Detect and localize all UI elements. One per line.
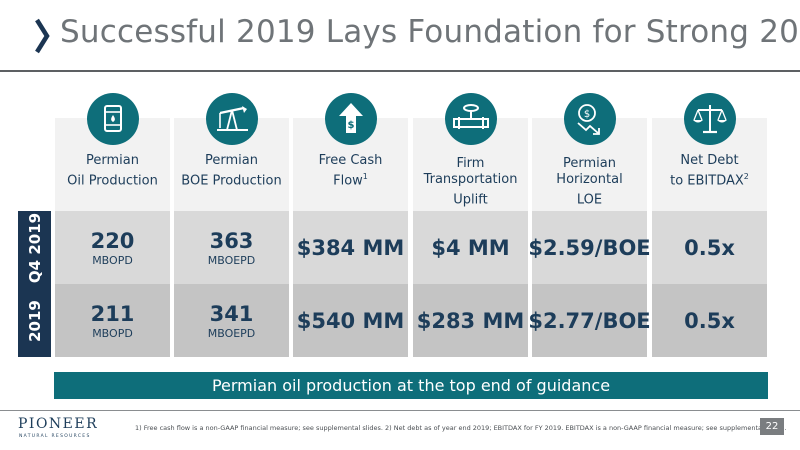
- metric-column-transportation-uplift: Firm Transportation Uplift $4 MM $283 MM: [413, 118, 528, 358]
- metric-column-free-cash-flow: Free Cash Flow1 $384 MM $540 MM: [293, 118, 408, 358]
- pumpjack-icon: [206, 93, 258, 145]
- metric-value: 0.5x: [684, 235, 735, 260]
- slide-title: Successful 2019 Lays Foundation for Stro…: [60, 14, 800, 50]
- row-label-q4-2019: Q4 2019: [18, 211, 51, 284]
- metric-unit: MBOPD: [92, 326, 133, 340]
- title-divider: [0, 70, 800, 72]
- metric-value: 211: [90, 301, 135, 326]
- metric-label: Permian Oil Production: [67, 153, 158, 189]
- svg-text:$: $: [584, 109, 590, 120]
- metric-label: Free Cash Flow1: [318, 153, 383, 189]
- footer-divider: [0, 410, 800, 411]
- metric-header: Firm Transportation Uplift: [413, 118, 528, 211]
- cash-arrow-up-icon: $: [325, 93, 377, 145]
- q4-2019-cell: 363 MBOEPD: [174, 211, 289, 284]
- metric-column-oil-production: Permian Oil Production 220 MBOPD 211 MBO…: [55, 118, 170, 358]
- logo-name: PIONEER: [18, 416, 99, 432]
- pipeline-valve-icon: [445, 93, 497, 145]
- metric-value: $283 MM: [416, 308, 525, 333]
- 2019-cell: $540 MM: [293, 284, 408, 357]
- balance-scale-icon: [684, 93, 736, 145]
- metric-value: $384 MM: [296, 235, 405, 260]
- q4-2019-cell: $4 MM: [413, 211, 528, 284]
- 2019-cell: 341 MBOEPD: [174, 284, 289, 357]
- 2019-cell: 211 MBOPD: [55, 284, 170, 357]
- dollar-down-arrow-icon: $: [564, 93, 616, 145]
- svg-text:$: $: [348, 120, 355, 131]
- metric-value: 341: [209, 301, 254, 326]
- metric-column-boe-production: Permian BOE Production 363 MBOEPD 341 MB…: [174, 118, 289, 358]
- q4-2019-cell: 220 MBOPD: [55, 211, 170, 284]
- row-label-2019: 2019: [18, 284, 51, 357]
- metric-unit: MBOEPD: [207, 253, 256, 267]
- metric-value: $2.59/BOE: [528, 235, 651, 260]
- logo-subtitle: NATURAL RESOURCES: [19, 434, 91, 439]
- pioneer-logo: PIONEER NATURAL RESOURCES: [18, 416, 98, 446]
- metric-unit: MBOEPD: [207, 326, 256, 340]
- metric-value: $2.77/BOE: [528, 308, 651, 333]
- metric-header: Free Cash Flow1: [293, 118, 408, 211]
- metric-label: Net Debt to EBITDAX2: [670, 153, 749, 189]
- metric-column-net-debt-ebitdax: Net Debt to EBITDAX2 0.5x 0.5x: [652, 118, 767, 358]
- 2019-cell: $2.77/BOE: [528, 284, 651, 357]
- 2019-cell: $283 MM: [413, 284, 528, 357]
- metric-value: 220: [90, 228, 135, 253]
- metric-column-horizontal-loe: Permian Horizontal LOE $2.59/BOE $2.77/B…: [528, 118, 651, 358]
- metric-label: Permian Horizontal LOE: [556, 156, 623, 208]
- q4-2019-cell: 0.5x: [652, 211, 767, 284]
- metric-label: Firm Transportation Uplift: [423, 156, 518, 208]
- q4-2019-cell: $2.59/BOE: [528, 211, 651, 284]
- metric-value: $4 MM: [431, 235, 510, 260]
- metric-value: 0.5x: [684, 308, 735, 333]
- q4-2019-cell: $384 MM: [293, 211, 408, 284]
- metric-header: Net Debt to EBITDAX2: [652, 118, 767, 211]
- oil-barrel-icon: [87, 93, 139, 145]
- guidance-banner: Permian oil production at the top end of…: [54, 372, 768, 399]
- footnote: 1) Free cash flow is a non-GAAP financia…: [135, 424, 787, 432]
- page-number: 22: [760, 418, 784, 435]
- 2019-cell: 0.5x: [652, 284, 767, 357]
- metric-value: $540 MM: [296, 308, 405, 333]
- metric-value: 363: [209, 228, 254, 253]
- metric-label: Permian BOE Production: [181, 153, 282, 189]
- chevron-right-icon: [35, 18, 50, 54]
- metric-unit: MBOPD: [92, 253, 133, 267]
